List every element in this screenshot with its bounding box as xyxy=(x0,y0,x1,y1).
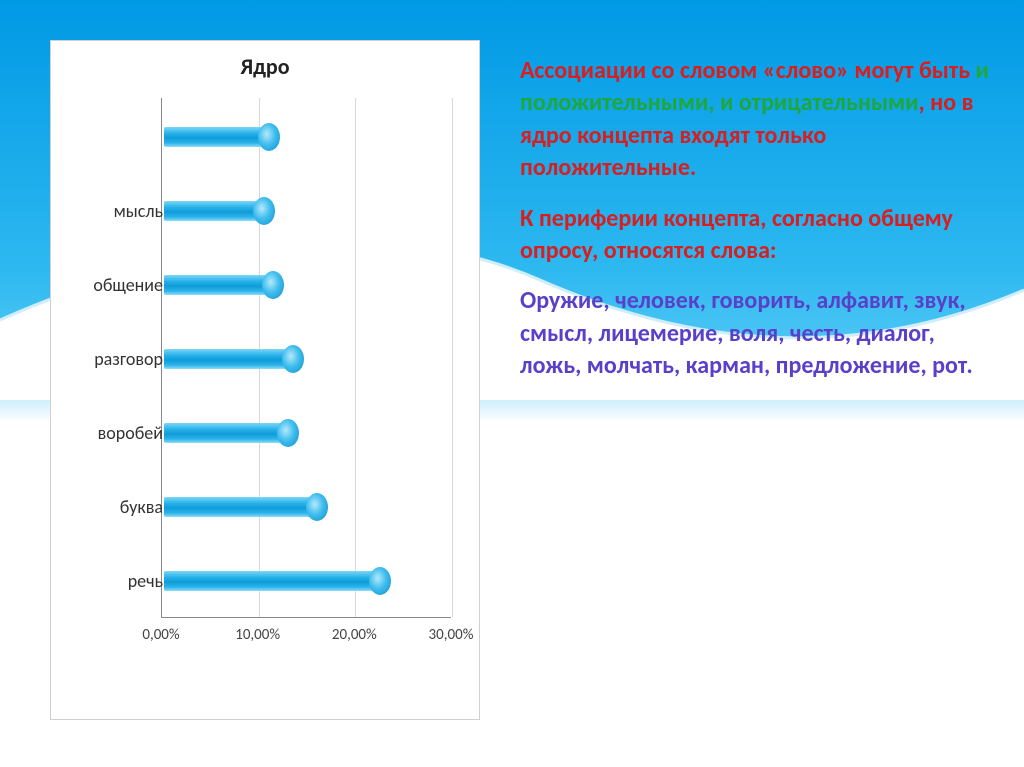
x-tick-label: 30,00% xyxy=(429,626,474,644)
paragraph-2: К периферии концепта, согласно общему оп… xyxy=(520,203,990,268)
text-run: К периферии концепта, согласно общему оп… xyxy=(520,204,953,265)
text-run: Оружие, человек, говорить, алфавит, звук… xyxy=(520,286,973,380)
chart-bar xyxy=(164,567,391,595)
gridline xyxy=(355,98,356,617)
chart-bar xyxy=(164,123,280,151)
y-tick-label: воробей xyxy=(98,422,163,444)
y-tick-label: мысль xyxy=(114,200,163,222)
y-tick-label: разговор xyxy=(94,348,163,370)
chart-bar xyxy=(164,493,328,521)
y-tick-label: общение xyxy=(93,274,163,296)
x-tick-label: 0,00% xyxy=(142,626,179,644)
gridline xyxy=(452,98,453,617)
chart-plot xyxy=(161,98,451,618)
paragraph-3: Оружие, человек, говорить, алфавит, звук… xyxy=(520,285,990,382)
chart-panel: Ядро 0,00% 10,00% 20,00% 30,00% речь буква вор… xyxy=(50,40,480,720)
slide-background: Ядро 0,00% 10,00% 20,00% 30,00% речь буква вор… xyxy=(0,0,1024,767)
x-tick-label: 20,00% xyxy=(332,626,377,644)
chart-title: Ядро xyxy=(51,41,479,88)
paragraph-1: Ассоциации со словом «слово» могут быть … xyxy=(520,55,990,185)
chart-bar xyxy=(164,345,304,373)
y-tick-label: буква xyxy=(120,496,163,518)
chart-bar xyxy=(164,271,284,299)
x-tick-label: 10,00% xyxy=(235,626,280,644)
chart-bar xyxy=(164,197,275,225)
y-tick-label: речь xyxy=(128,570,163,592)
chart-area: 0,00%10,00%20,00%30,00%речьбукваворобейр… xyxy=(161,98,461,658)
chart-bar xyxy=(164,419,299,447)
text-block: Ассоциации со словом «слово» могут быть … xyxy=(520,55,990,401)
text-run: Ассоциации со словом «слово» могут быть xyxy=(520,56,976,85)
